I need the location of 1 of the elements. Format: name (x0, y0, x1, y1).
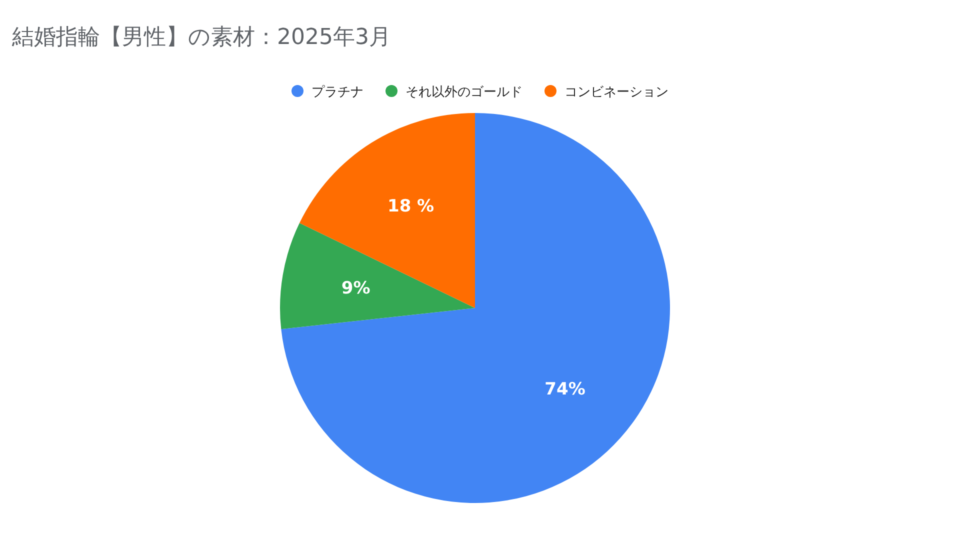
title: 結婚指輪【男性】の素材：2025年3月 (12, 25, 391, 50)
